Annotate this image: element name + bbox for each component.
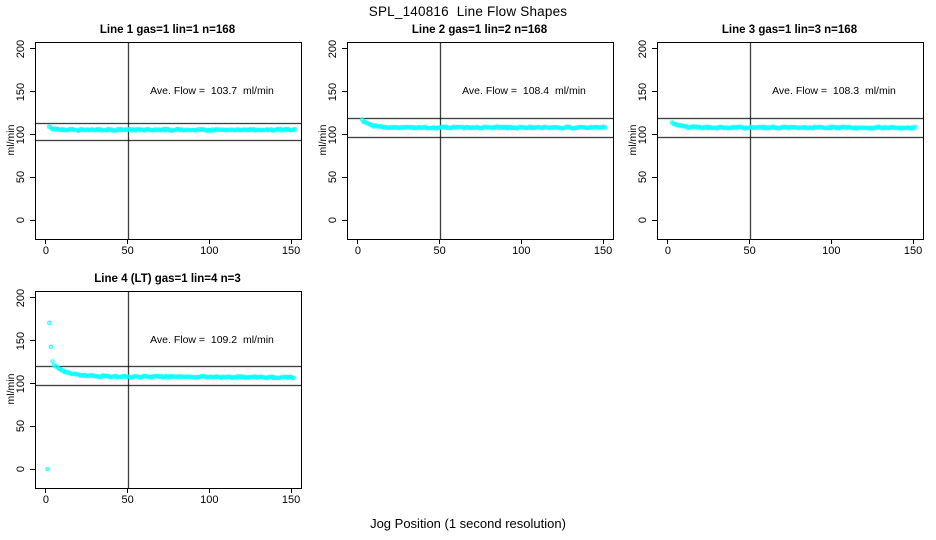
tick-mark: [667, 239, 669, 244]
tick-mark: [30, 176, 35, 178]
tick-label: 50: [121, 245, 134, 257]
tick-label: 100: [15, 374, 27, 393]
panel-line-4: Line 4 (LT) gas=1 lin=4 n=3 ml/min Ave. …: [5, 273, 302, 506]
tick-label: 50: [15, 420, 27, 433]
tick-label: 100: [200, 245, 219, 257]
tick-mark: [45, 239, 47, 244]
ave-flow-annotation: Ave. Flow = 103.7 ml/min: [150, 85, 274, 97]
panel-title: Line 2 gas=1 lin=2 n=168: [411, 24, 548, 36]
tick-mark: [652, 176, 657, 178]
tick-label: 200: [327, 39, 339, 59]
scatter-canvas: [36, 43, 301, 239]
tick-label: 100: [512, 245, 531, 257]
ave-flow-annotation: Ave. Flow = 108.3 ml/min: [772, 85, 896, 97]
scatter-canvas: [658, 43, 923, 239]
plot-area: Ave. Flow = 109.2 ml/min 0 50 100 150 200 0 50…: [15, 289, 302, 506]
tick-mark: [912, 239, 914, 244]
x-axis-title: Jog Position (1 second resolution): [370, 516, 566, 531]
tick-mark: [127, 239, 129, 244]
tick-mark: [30, 48, 35, 50]
tick-label: 100: [15, 125, 27, 144]
tick-mark: [30, 219, 35, 221]
tick-mark: [208, 239, 210, 244]
tick-mark: [30, 297, 35, 299]
tick-mark: [357, 239, 359, 244]
tick-label: 100: [637, 125, 649, 144]
panel-line-1: Line 1 gas=1 lin=1 n=168 ml/min Ave. Flo…: [5, 24, 302, 257]
tick-mark: [290, 488, 292, 493]
tick-label: 150: [15, 331, 27, 350]
tick-label: 150: [593, 245, 613, 257]
tick-mark: [30, 91, 35, 93]
tick-mark: [652, 134, 657, 136]
panel-line-3: Line 3 gas=1 lin=3 n=168 ml/min Ave. Flo…: [627, 24, 924, 257]
tick-mark: [30, 383, 35, 385]
tick-label: 150: [15, 82, 27, 101]
tick-mark: [652, 48, 657, 50]
panel-title: Line 1 gas=1 lin=1 n=168: [99, 24, 236, 36]
tick-label: 150: [281, 494, 301, 506]
tick-mark: [602, 239, 604, 244]
tick-label: 0: [42, 494, 50, 506]
tick-mark: [342, 219, 347, 221]
tick-mark: [342, 91, 347, 93]
tick-label: 50: [15, 171, 27, 184]
tick-label: 150: [903, 245, 923, 257]
tick-label: 50: [433, 245, 446, 257]
panel-line-2: Line 2 gas=1 lin=2 n=168 ml/min Ave. Flo…: [317, 24, 614, 257]
tick-label: 50: [743, 245, 756, 257]
tick-mark: [652, 91, 657, 93]
tick-label: 100: [822, 245, 841, 257]
tick-label: 150: [281, 245, 301, 257]
tick-label: 50: [637, 171, 649, 184]
ave-flow-annotation: Ave. Flow = 108.4 ml/min: [462, 85, 586, 97]
tick-mark: [30, 425, 35, 427]
tick-mark: [45, 488, 47, 493]
panel-title: Line 3 gas=1 lin=3 n=168: [721, 24, 858, 36]
scatter-canvas: [36, 292, 301, 488]
plot-area: Ave. Flow = 108.4 ml/min 0 50 100 150 200 0 50…: [327, 40, 614, 257]
tick-label: 100: [200, 494, 219, 506]
tick-label: 50: [327, 171, 339, 184]
ave-flow-annotation: Ave. Flow = 109.2 ml/min: [150, 334, 274, 346]
main-title: SPL_140816 Line Flow Shapes: [368, 4, 568, 19]
tick-label: 150: [327, 82, 339, 101]
tick-mark: [520, 239, 522, 244]
scatter-canvas: [348, 43, 613, 239]
tick-mark: [342, 48, 347, 50]
tick-label: 100: [327, 125, 339, 144]
tick-mark: [342, 176, 347, 178]
tick-label: 0: [327, 217, 339, 224]
tick-label: 0: [637, 217, 649, 224]
tick-label: 150: [637, 82, 649, 101]
tick-label: 50: [121, 494, 134, 506]
tick-label: 200: [15, 288, 27, 308]
plot-area: Ave. Flow = 103.7 ml/min 0 50 100 150 200 0 50…: [15, 40, 302, 257]
tick-label: 0: [42, 245, 50, 257]
plot-area: Ave. Flow = 108.3 ml/min 0 50 100 150 200 0 50…: [637, 40, 924, 257]
tick-label: 0: [15, 217, 27, 224]
tick-mark: [342, 134, 347, 136]
tick-mark: [439, 239, 441, 244]
tick-mark: [652, 219, 657, 221]
tick-mark: [127, 488, 129, 493]
tick-mark: [749, 239, 751, 244]
tick-label: 0: [15, 466, 27, 473]
tick-label: 200: [637, 39, 649, 59]
tick-mark: [830, 239, 832, 244]
panel-title: Line 4 (LT) gas=1 lin=4 n=3: [94, 273, 241, 285]
tick-mark: [208, 488, 210, 493]
tick-mark: [30, 340, 35, 342]
tick-mark: [30, 134, 35, 136]
tick-label: 0: [354, 245, 362, 257]
tick-mark: [30, 468, 35, 470]
tick-label: 200: [15, 39, 27, 59]
tick-mark: [290, 239, 292, 244]
tick-label: 0: [664, 245, 672, 257]
